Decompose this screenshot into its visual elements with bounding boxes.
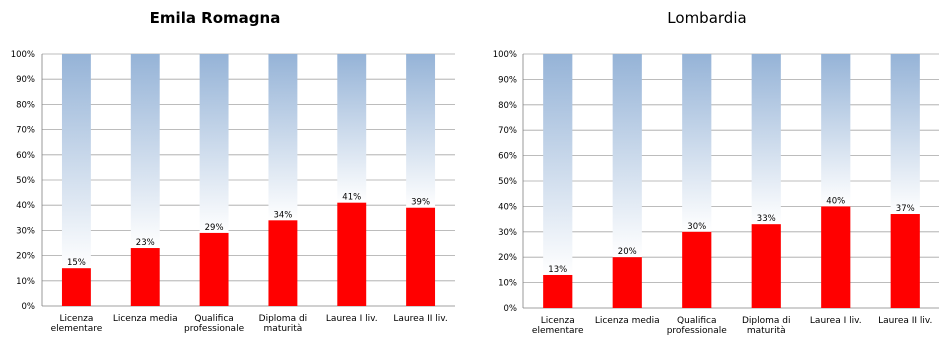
bar-remainder xyxy=(612,54,642,258)
y-tick-label: 80% xyxy=(498,101,517,111)
chart-emilia-romagna: Emila Romagna 0% 10% 20% 30% 40% 50% 60% 70% 80% 9… xyxy=(11,9,455,334)
y-tick-label: 60% xyxy=(498,152,517,162)
bar-value xyxy=(543,274,573,308)
bar-remainder xyxy=(406,54,436,208)
y-tick-label: 0% xyxy=(504,304,518,314)
y-tick-label: 100% xyxy=(493,50,517,60)
bar-value xyxy=(130,248,160,306)
data-label: 29% xyxy=(205,223,224,233)
y-tick-label: 10% xyxy=(16,277,35,287)
bar-value xyxy=(821,206,851,308)
y-tick-label: 70% xyxy=(16,126,35,136)
data-label: 20% xyxy=(618,247,637,257)
y-tick-label: 50% xyxy=(498,177,517,187)
bar-value xyxy=(751,224,781,308)
category-label: Laurea I liv. xyxy=(326,314,378,324)
y-tick-label: 30% xyxy=(16,226,35,236)
bar-value xyxy=(61,268,91,306)
bar-remainder xyxy=(682,54,712,232)
bar-remainder xyxy=(821,54,851,207)
y-tick-label: 40% xyxy=(498,202,517,212)
category-label: Diploma di maturità xyxy=(259,314,308,334)
data-label: 41% xyxy=(342,193,361,203)
data-label: 40% xyxy=(826,196,845,206)
y-tick-label: 90% xyxy=(498,75,517,85)
y-tick-label: 30% xyxy=(498,228,517,238)
y-tick-label: 90% xyxy=(16,75,35,85)
y-tick-label: 100% xyxy=(11,50,35,60)
category-label: Licenza elementare xyxy=(532,316,584,336)
data-label: 13% xyxy=(548,265,567,275)
category-label: Laurea I liv. xyxy=(810,316,862,326)
bar-value xyxy=(199,232,229,306)
data-label: 23% xyxy=(136,238,155,248)
bar-remainder xyxy=(890,54,920,215)
bar-value xyxy=(890,214,920,308)
y-tick-label: 80% xyxy=(16,100,35,110)
data-label: 34% xyxy=(273,210,292,220)
bar-remainder xyxy=(543,54,573,275)
y-tick-label: 70% xyxy=(498,126,517,136)
chart-lombardia: Lombardia 0% 10% 20% 30% 40% 50% 60% 70% 80% 90% 10… xyxy=(493,9,939,336)
category-label: Licenza media xyxy=(113,314,178,324)
data-label: 33% xyxy=(757,214,776,224)
category-label: Licenza media xyxy=(595,316,660,326)
category-label: Laurea II liv. xyxy=(393,314,447,324)
data-label: 37% xyxy=(896,204,915,214)
category-label: Diploma di maturità xyxy=(742,316,791,336)
bar-remainder xyxy=(61,54,91,269)
bar-remainder xyxy=(337,54,367,203)
chart-title: Emila Romagna xyxy=(150,9,281,27)
data-label: 39% xyxy=(411,198,430,208)
bar-remainder xyxy=(268,54,298,221)
y-tick-label: 20% xyxy=(16,252,35,262)
category-label: Qualifica professionale xyxy=(667,316,728,336)
category-label: Laurea II liv. xyxy=(878,316,932,326)
category-label: Licenza elementare xyxy=(51,314,103,334)
bar-remainder xyxy=(751,54,781,225)
bar-value xyxy=(612,257,642,308)
y-tick-label: 10% xyxy=(498,279,517,289)
category-label: Qualifica professionale xyxy=(184,314,245,334)
y-tick-label: 0% xyxy=(22,302,36,312)
bar-value xyxy=(337,202,367,306)
y-tick-label: 50% xyxy=(16,176,35,186)
bar-value xyxy=(682,231,712,308)
bar-remainder xyxy=(199,54,229,233)
bar-value xyxy=(406,207,436,306)
y-tick-label: 40% xyxy=(16,201,35,211)
chart-title: Lombardia xyxy=(667,9,746,27)
y-tick-label: 60% xyxy=(16,151,35,161)
data-label: 15% xyxy=(67,258,86,268)
data-label: 30% xyxy=(687,222,706,232)
bar-remainder xyxy=(130,54,160,249)
y-tick-label: 20% xyxy=(498,253,517,263)
bar-value xyxy=(268,220,298,306)
